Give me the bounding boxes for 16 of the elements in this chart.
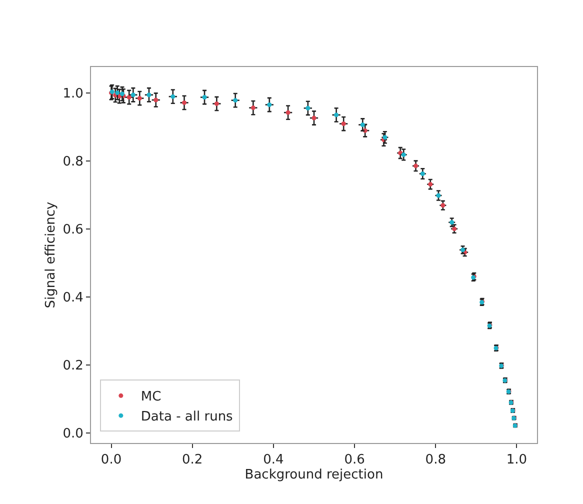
x-tick-label: 0.2: [182, 452, 203, 468]
y-tick-label: 0.0: [62, 426, 84, 442]
y-axis-title: Signal efficiency: [44, 201, 59, 308]
x-tick-label: 0.6: [344, 452, 365, 468]
y-tick-label: 1.0: [62, 86, 84, 102]
x-tick-label: 0.0: [100, 452, 122, 468]
y-tick-label: 0.4: [62, 290, 84, 306]
legend-label: Data - all runs: [140, 410, 234, 425]
x-axis-title: Background rejection: [244, 468, 384, 483]
y-tick-label: 0.2: [62, 358, 84, 374]
legend-label: MC: [140, 390, 162, 405]
x-tick-label: 0.8: [425, 452, 446, 468]
x-tick-label: 1.0: [506, 452, 528, 468]
y-tick-label: 0.6: [62, 222, 84, 238]
y-tick-label: 0.8: [62, 154, 84, 170]
x-tick-label: 0.4: [263, 452, 284, 468]
